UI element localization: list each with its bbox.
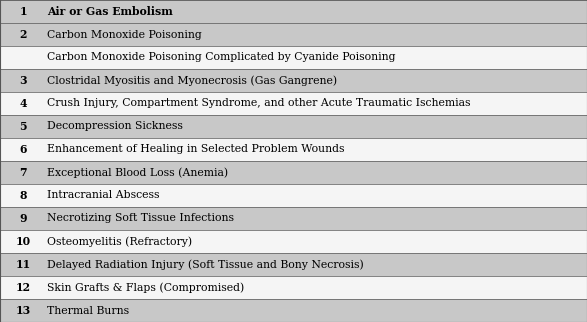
Text: 3: 3 <box>19 75 27 86</box>
Text: 10: 10 <box>16 236 31 247</box>
Text: Carbon Monoxide Poisoning Complicated by Cyanide Poisoning: Carbon Monoxide Poisoning Complicated by… <box>47 52 396 62</box>
Bar <box>0 69 587 92</box>
Text: Osteomyelitis (Refractory): Osteomyelitis (Refractory) <box>47 236 192 247</box>
Bar <box>0 46 587 69</box>
Bar <box>0 276 587 299</box>
Text: 7: 7 <box>19 167 27 178</box>
Bar <box>0 184 587 207</box>
Text: Carbon Monoxide Poisoning: Carbon Monoxide Poisoning <box>47 30 202 40</box>
Text: 2: 2 <box>19 29 27 40</box>
Text: 8: 8 <box>19 190 27 201</box>
Bar <box>0 230 587 253</box>
Text: Exceptional Blood Loss (Anemia): Exceptional Blood Loss (Anemia) <box>47 167 228 178</box>
Text: 5: 5 <box>19 121 27 132</box>
Text: 12: 12 <box>16 282 31 293</box>
Text: 1: 1 <box>19 6 27 17</box>
Bar <box>0 0 587 23</box>
Bar <box>0 253 587 276</box>
Text: 13: 13 <box>16 305 31 316</box>
Text: 4: 4 <box>19 98 27 109</box>
Bar <box>0 92 587 115</box>
Text: Necrotizing Soft Tissue Infections: Necrotizing Soft Tissue Infections <box>47 213 234 223</box>
Bar <box>0 161 587 184</box>
Text: 9: 9 <box>19 213 27 224</box>
Text: Delayed Radiation Injury (Soft Tissue and Bony Necrosis): Delayed Radiation Injury (Soft Tissue an… <box>47 259 364 270</box>
Bar <box>0 115 587 138</box>
Text: Enhancement of Healing in Selected Problem Wounds: Enhancement of Healing in Selected Probl… <box>47 145 345 155</box>
Bar <box>0 207 587 230</box>
Text: 11: 11 <box>16 259 31 270</box>
Text: Decompression Sickness: Decompression Sickness <box>47 121 183 131</box>
Text: Air or Gas Embolism: Air or Gas Embolism <box>47 6 173 17</box>
Text: Crush Injury, Compartment Syndrome, and other Acute Traumatic Ischemias: Crush Injury, Compartment Syndrome, and … <box>47 99 470 109</box>
Text: Clostridal Myositis and Myonecrosis (Gas Gangrene): Clostridal Myositis and Myonecrosis (Gas… <box>47 75 337 86</box>
Text: 6: 6 <box>19 144 27 155</box>
Text: Intracranial Abscess: Intracranial Abscess <box>47 191 160 201</box>
Bar <box>0 138 587 161</box>
Bar <box>0 23 587 46</box>
Bar <box>0 299 587 322</box>
Text: Skin Grafts & Flaps (Compromised): Skin Grafts & Flaps (Compromised) <box>47 282 244 293</box>
Text: Thermal Burns: Thermal Burns <box>47 306 129 316</box>
